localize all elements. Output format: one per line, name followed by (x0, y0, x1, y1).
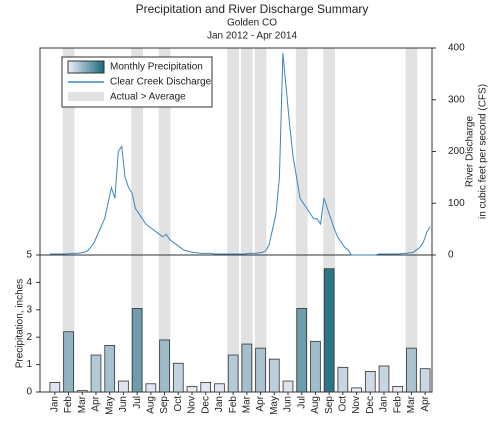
precip-bar (172, 362, 184, 393)
precip-bar (90, 354, 102, 393)
x-tick-label: Jan (49, 396, 60, 412)
y2-axis-label: River Discharge (465, 115, 476, 187)
chart-period: Jan 2012 - Apr 2014 (207, 31, 298, 42)
y-tick-label: 2 (26, 332, 32, 343)
y2-tick-label: 300 (448, 94, 465, 105)
precip-bar (392, 386, 404, 393)
precip-bar (159, 339, 170, 393)
precip-bar (282, 380, 294, 393)
legend-swatch-shade (68, 92, 104, 101)
x-tick-label: Jul (296, 396, 307, 409)
precip-bar (49, 382, 61, 393)
above-average-band (405, 48, 418, 392)
precip-bar (296, 308, 308, 393)
precip-bar (364, 371, 376, 393)
x-tick-label: Nov (351, 396, 362, 414)
x-tick-label: Feb (392, 396, 403, 414)
above-average-band (227, 48, 239, 392)
y-tick-label: 0 (26, 387, 32, 398)
x-tick-label: Apr (420, 395, 431, 411)
precip-bar (241, 343, 253, 393)
x-tick-label: Aug (310, 396, 321, 414)
precip-bar (63, 331, 74, 393)
legend-label: Monthly Precipitation (110, 62, 203, 73)
precip-bar (227, 354, 239, 393)
precip-bar (310, 340, 321, 393)
x-tick-label: Apr (255, 395, 266, 411)
above-average-band (62, 48, 75, 392)
y2-tick-label: 0 (448, 250, 454, 261)
x-tick-label: Mar (406, 395, 417, 413)
y-tick-label: 1 (26, 359, 32, 370)
y-axis-label: Precipitation, inches (15, 279, 26, 369)
x-tick-label: Aug (145, 396, 156, 414)
x-tick-label: Jul (132, 396, 143, 409)
precip-bar (378, 365, 390, 393)
precip-bar (419, 368, 431, 393)
above-average-band (323, 48, 335, 392)
chart-subtitle: Golden CO (227, 18, 277, 29)
precip-bar (351, 387, 362, 393)
legend-label: Clear Creek Discharge (110, 77, 212, 88)
x-tick-label: Oct (337, 396, 348, 412)
x-tick-label: Feb (63, 396, 74, 414)
x-tick-label: Feb (228, 396, 239, 414)
precip-bar (104, 345, 116, 393)
above-average-band (295, 48, 308, 392)
x-tick-label: Jun (283, 396, 294, 412)
precip-bar (406, 347, 417, 393)
x-tick-label: Nov (187, 396, 198, 414)
x-tick-label: May (104, 396, 115, 415)
x-tick-label: Jun (118, 396, 129, 412)
x-tick-label: Sep (159, 396, 170, 414)
x-tick-label: Oct (173, 396, 184, 412)
x-tick-label: Dec (365, 396, 376, 414)
y2-tick-label: 200 (448, 146, 465, 157)
x-tick-label: Dec (200, 396, 211, 414)
precip-bar (118, 380, 129, 393)
legend-label: Actual > Average (110, 92, 186, 103)
discharge-line (49, 53, 431, 256)
above-average-band (158, 48, 171, 392)
x-tick-label: Mar (77, 395, 88, 413)
precip-bar (268, 358, 280, 393)
precip-bar (131, 308, 143, 393)
precip-bar (337, 366, 349, 393)
precip-bar (255, 347, 266, 393)
above-average-band (241, 48, 253, 392)
legend: Monthly Precipitation Clear Creek Dischar… (61, 56, 213, 108)
x-tick-label: May (269, 396, 280, 415)
x-tick-label: Apr (91, 395, 102, 411)
y2-tick-label: 100 (448, 198, 465, 209)
y2-tick-label: 400 (448, 43, 465, 54)
x-tick-label: Jan (214, 396, 225, 412)
precip-bar (145, 383, 157, 393)
precip-bar (186, 386, 198, 393)
x-tick-label: Mar (241, 395, 252, 413)
precip-bar (214, 383, 225, 393)
chart-title: Precipitation and River Discharge Summar… (136, 2, 369, 16)
legend-swatch-precip (67, 60, 105, 74)
x-tick-label: Jan (379, 396, 390, 412)
y2-axis-label: in cubic feet per second (CFS) (478, 84, 489, 219)
precip-bar (200, 382, 212, 393)
precip-bar (323, 268, 335, 393)
above-average-band (254, 48, 267, 392)
y-tick-label: 5 (26, 250, 32, 261)
y-tick-label: 3 (26, 304, 32, 315)
precip-bar (76, 390, 88, 393)
x-tick-label: Sep (324, 396, 335, 414)
y-tick-label: 4 (26, 277, 32, 288)
above-average-band (131, 48, 143, 392)
